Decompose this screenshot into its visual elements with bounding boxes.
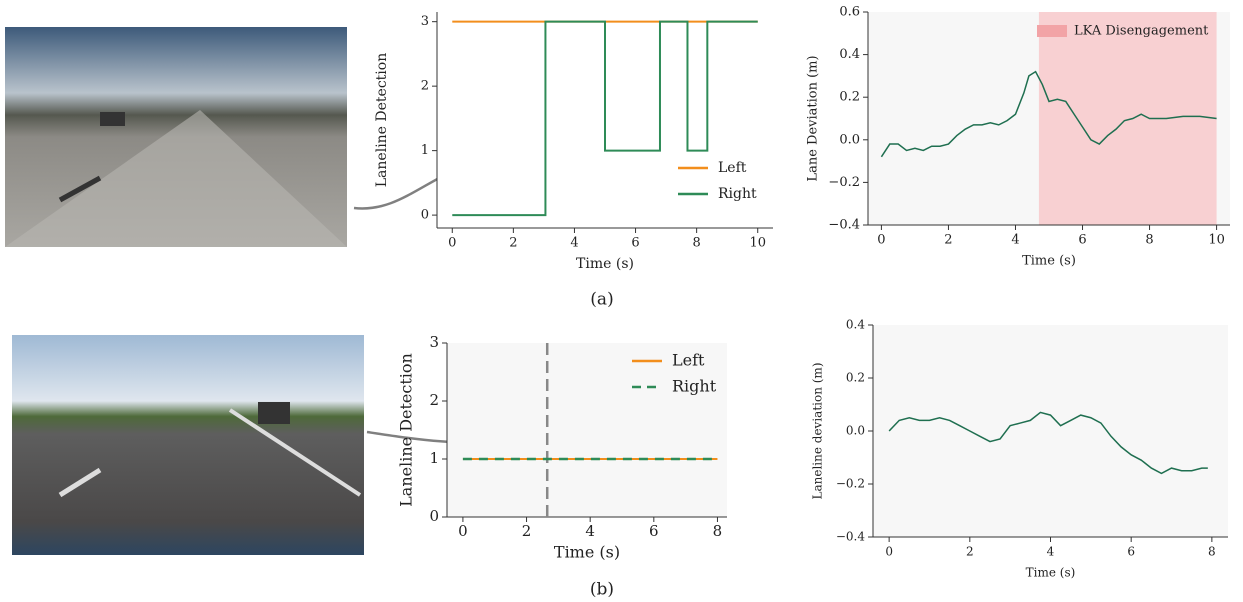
y-tick-label: −0.2 bbox=[836, 477, 865, 491]
x-tick-label: 4 bbox=[1011, 233, 1019, 248]
x-tick-label: 0 bbox=[458, 522, 468, 540]
x-axis-label: Time (s) bbox=[576, 256, 634, 272]
y-tick-label: 0.4 bbox=[846, 318, 865, 332]
x-axis-label: Time (s) bbox=[1022, 254, 1076, 269]
x-tick-label: 8 bbox=[713, 522, 723, 540]
y-tick-label: 1 bbox=[421, 143, 429, 158]
x-tick-label: 6 bbox=[649, 522, 659, 540]
x-tick-label: 2 bbox=[509, 236, 517, 251]
y-tick-label: 0 bbox=[429, 507, 439, 525]
y-axis-label: Laneline Detection bbox=[374, 53, 390, 187]
caption: (b) bbox=[590, 580, 614, 600]
legend-label: Left bbox=[718, 160, 747, 176]
shaded-span bbox=[1038, 12, 1217, 225]
legend-label: Right bbox=[718, 186, 757, 202]
legend-label: LKA Disengagement bbox=[1074, 24, 1209, 39]
x-tick-label: 4 bbox=[1047, 545, 1055, 559]
y-tick-label: −0.4 bbox=[836, 530, 866, 544]
y-axis-label: Laneline Detection bbox=[397, 353, 416, 507]
y-tick-label: 0.2 bbox=[846, 371, 865, 385]
x-tick-label: 6 bbox=[1127, 545, 1135, 559]
y-tick-label: 1 bbox=[429, 449, 439, 467]
y-tick-label: 0.4 bbox=[839, 47, 860, 62]
x-tick-label: 10 bbox=[1208, 233, 1225, 248]
legend-swatch bbox=[1037, 25, 1067, 37]
photo-b bbox=[12, 335, 364, 555]
x-tick-label: 2 bbox=[944, 233, 952, 248]
y-tick-label: 0 bbox=[421, 208, 429, 223]
x-tick-label: 8 bbox=[692, 236, 700, 251]
y-tick-label: 0.0 bbox=[839, 132, 860, 147]
x-tick-label: 2 bbox=[522, 522, 532, 540]
y-tick-label: 0.2 bbox=[839, 90, 860, 105]
x-tick-label: 2 bbox=[966, 545, 974, 559]
x-tick-label: 0 bbox=[877, 233, 885, 248]
plot-area bbox=[873, 325, 1228, 537]
x-tick-label: 6 bbox=[1078, 233, 1086, 248]
photo-a bbox=[5, 27, 347, 247]
series-line bbox=[888, 411, 1208, 475]
x-tick-label: 0 bbox=[885, 545, 893, 559]
x-axis-label: Time (s) bbox=[554, 543, 620, 562]
y-tick-label: 2 bbox=[421, 79, 429, 94]
y-tick-label: 3 bbox=[421, 14, 429, 29]
x-tick-label: 4 bbox=[570, 236, 578, 251]
y-axis-label: Laneline deviation (m) bbox=[811, 363, 825, 500]
x-tick-label: 8 bbox=[1145, 233, 1153, 248]
y-tick-label: 3 bbox=[429, 333, 439, 351]
x-tick-label: 6 bbox=[631, 236, 639, 251]
y-tick-label: 2 bbox=[429, 391, 439, 409]
series-line bbox=[880, 70, 1217, 158]
y-tick-label: −0.4 bbox=[828, 218, 860, 233]
x-tick-label: 10 bbox=[749, 236, 766, 251]
x-tick-label: 8 bbox=[1208, 545, 1216, 559]
series-line bbox=[452, 20, 758, 217]
legend-label: Left bbox=[672, 351, 705, 370]
y-tick-label: 0.0 bbox=[846, 424, 865, 438]
y-tick-label: 0.6 bbox=[839, 5, 860, 20]
legend-label: Right bbox=[672, 377, 717, 396]
y-tick-label: −0.2 bbox=[828, 175, 860, 190]
x-tick-label: 4 bbox=[585, 522, 595, 540]
caption: (a) bbox=[590, 290, 613, 310]
x-tick-label: 0 bbox=[448, 236, 456, 251]
x-axis-label: Time (s) bbox=[1026, 566, 1076, 580]
plot-area bbox=[447, 343, 727, 517]
y-axis-label: Lane Deviation (m) bbox=[806, 55, 821, 181]
